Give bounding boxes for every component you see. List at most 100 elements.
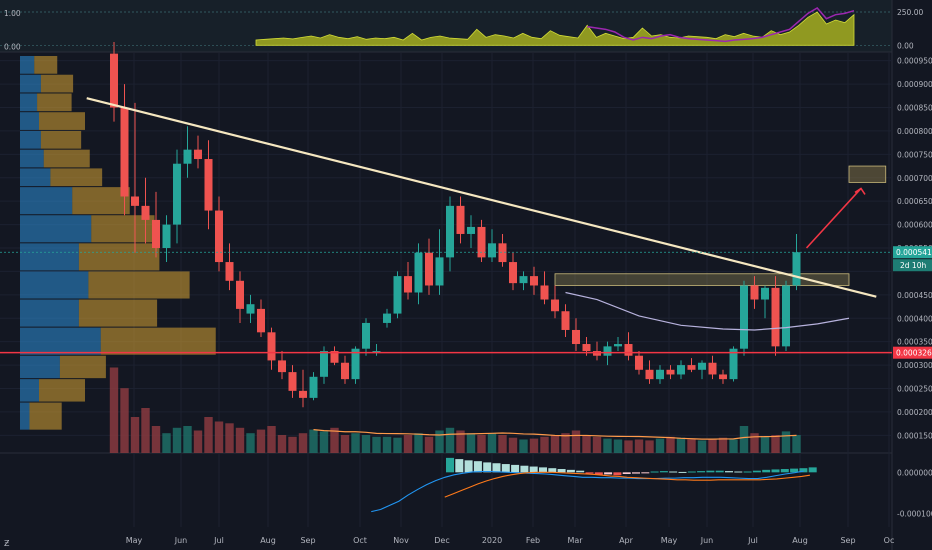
time-tick-label: Aug bbox=[792, 536, 808, 545]
volume-bar bbox=[183, 426, 192, 453]
volume-bar bbox=[729, 439, 738, 453]
volume-bar bbox=[246, 433, 255, 453]
volume-profile-up-bar bbox=[20, 299, 79, 327]
countdown-label: 2d 10h bbox=[900, 261, 926, 270]
volume-bar bbox=[330, 427, 339, 453]
volume-profile-up-bar bbox=[20, 187, 73, 215]
volume-bar bbox=[435, 430, 444, 453]
timezone-marker[interactable]: Ƶ bbox=[4, 539, 10, 548]
macd-histogram-bar bbox=[752, 470, 761, 473]
candle-body bbox=[446, 205, 454, 258]
volume-profile-down-bar bbox=[39, 379, 85, 402]
volume-bars bbox=[109, 367, 801, 453]
macd-histogram-bar bbox=[706, 470, 715, 473]
candle-body bbox=[635, 355, 643, 370]
candle-body bbox=[225, 262, 234, 281]
time-tick-label: Sep bbox=[840, 536, 855, 545]
macd-histogram-bar bbox=[520, 465, 529, 473]
candle-body bbox=[761, 287, 769, 300]
volume-profile-up-bar bbox=[20, 215, 92, 243]
time-tick-label: Feb bbox=[526, 536, 540, 545]
macd-histogram-bar bbox=[743, 471, 752, 473]
volume-bar bbox=[141, 408, 150, 453]
candle-body bbox=[404, 276, 412, 293]
macd-histogram-bar bbox=[511, 464, 520, 473]
time-tick-label: Aug bbox=[260, 536, 276, 545]
candle-body bbox=[750, 285, 759, 300]
volume-bar bbox=[382, 436, 392, 453]
macd-histogram-bar bbox=[762, 469, 771, 473]
macd-histogram-bar bbox=[529, 466, 538, 473]
volume-bar bbox=[760, 436, 770, 453]
macd-histogram-bar bbox=[464, 460, 473, 473]
volume-bar bbox=[613, 439, 623, 453]
candle-body bbox=[141, 205, 150, 220]
volume-profile-down-bar bbox=[40, 74, 74, 93]
volume-bar bbox=[225, 423, 234, 453]
candle-body bbox=[215, 210, 223, 263]
volume-bar bbox=[624, 440, 633, 453]
target-zone bbox=[848, 165, 887, 183]
time-tick-label: 2020 bbox=[482, 536, 502, 545]
volume-bar bbox=[540, 436, 549, 453]
candle-body bbox=[782, 285, 790, 347]
macd-histogram-bar bbox=[734, 471, 743, 473]
candle-body bbox=[194, 149, 202, 160]
volume-profile-up-bar bbox=[20, 93, 38, 112]
time-tick-label: Jul bbox=[213, 536, 224, 545]
volume-bar bbox=[151, 426, 161, 453]
candle-body bbox=[509, 262, 517, 284]
candle-body bbox=[488, 243, 496, 258]
candle-body bbox=[666, 369, 675, 375]
macd-histogram-bar bbox=[473, 461, 482, 473]
volume-bar bbox=[193, 430, 203, 453]
candle-body bbox=[540, 285, 549, 300]
candlesticks bbox=[110, 41, 801, 408]
candle-body bbox=[572, 329, 580, 345]
volume-bar bbox=[466, 433, 476, 453]
volume-bar bbox=[445, 427, 455, 453]
candle-body bbox=[120, 107, 129, 197]
volume-bar bbox=[309, 429, 318, 453]
overlays bbox=[0, 97, 892, 354]
volume-bar bbox=[109, 367, 119, 453]
volume-bar bbox=[235, 427, 245, 453]
candle-body bbox=[603, 346, 612, 356]
volume-profile-down-bar bbox=[43, 149, 90, 168]
candle-body bbox=[110, 53, 118, 108]
candle-body bbox=[162, 224, 171, 249]
candle-body bbox=[341, 362, 349, 380]
volume-profile-down-bar bbox=[88, 271, 190, 299]
volume-bar bbox=[529, 438, 539, 453]
target-arrow-head bbox=[854, 187, 866, 195]
volume-profile-down-bar bbox=[59, 355, 106, 379]
time-tick-label: Jun bbox=[174, 536, 188, 545]
oscillator-left-tick: 0.00 bbox=[4, 42, 21, 51]
candle-body bbox=[309, 376, 318, 398]
candle-body bbox=[372, 351, 381, 353]
volume-profile-up-bar bbox=[20, 168, 51, 187]
support-price-badge: 0.0003265 bbox=[893, 346, 932, 359]
volume-bar bbox=[666, 436, 675, 453]
volume-bar bbox=[277, 435, 287, 453]
candle-body bbox=[687, 365, 696, 370]
current-price-label: 0.0005414 bbox=[896, 248, 932, 257]
time-tick-label: Apr bbox=[619, 536, 634, 545]
volume-bar bbox=[288, 436, 297, 453]
moving-average-line bbox=[565, 291, 850, 331]
volume-profile-down-bar bbox=[100, 327, 216, 355]
volume-profile-down-bar bbox=[40, 130, 82, 149]
candle-body bbox=[330, 351, 339, 363]
macd-histogram-bar bbox=[604, 472, 613, 475]
macd-histogram-bar bbox=[585, 472, 594, 474]
